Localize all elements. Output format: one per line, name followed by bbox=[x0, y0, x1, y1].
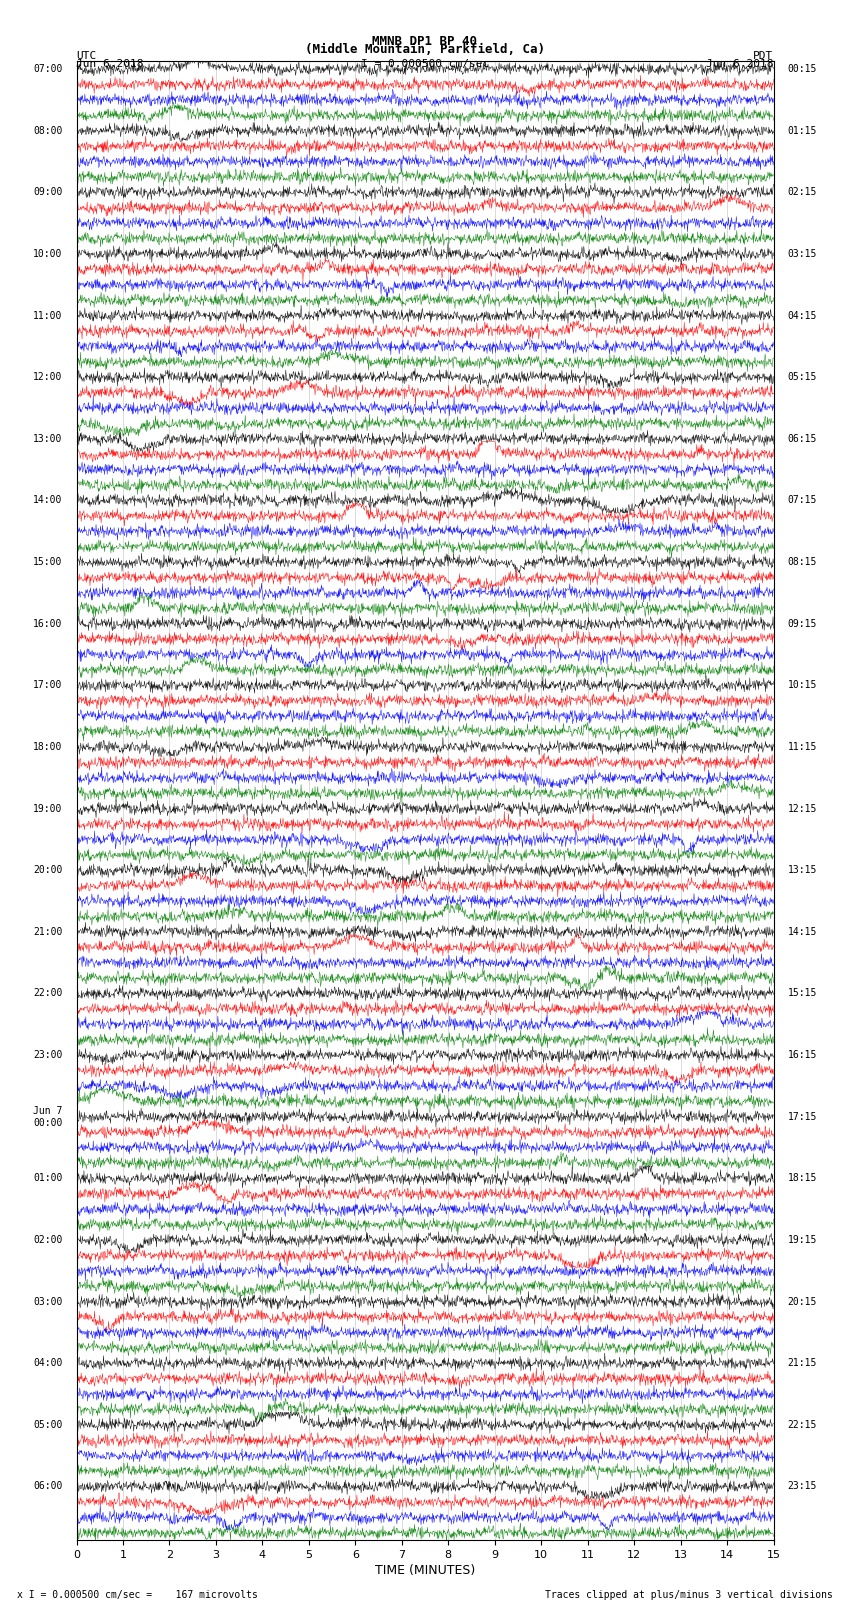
Text: 07:15: 07:15 bbox=[787, 495, 817, 505]
Text: 19:15: 19:15 bbox=[787, 1236, 817, 1245]
Text: 03:00: 03:00 bbox=[33, 1297, 63, 1307]
Text: 01:15: 01:15 bbox=[787, 126, 817, 135]
Text: 22:00: 22:00 bbox=[33, 989, 63, 998]
Text: Traces clipped at plus/minus 3 vertical divisions: Traces clipped at plus/minus 3 vertical … bbox=[545, 1590, 833, 1600]
Text: 11:15: 11:15 bbox=[787, 742, 817, 752]
Text: 15:15: 15:15 bbox=[787, 989, 817, 998]
Text: 12:00: 12:00 bbox=[33, 373, 63, 382]
Text: 10:00: 10:00 bbox=[33, 248, 63, 260]
Text: UTC: UTC bbox=[76, 50, 97, 61]
Text: 13:15: 13:15 bbox=[787, 865, 817, 876]
Text: 12:15: 12:15 bbox=[787, 803, 817, 813]
Text: 03:15: 03:15 bbox=[787, 248, 817, 260]
Text: 19:00: 19:00 bbox=[33, 803, 63, 813]
Text: 16:15: 16:15 bbox=[787, 1050, 817, 1060]
Text: 04:15: 04:15 bbox=[787, 311, 817, 321]
Text: 21:15: 21:15 bbox=[787, 1358, 817, 1368]
Text: 23:15: 23:15 bbox=[787, 1481, 817, 1492]
Text: 15:00: 15:00 bbox=[33, 556, 63, 568]
Text: 09:00: 09:00 bbox=[33, 187, 63, 197]
Text: 18:15: 18:15 bbox=[787, 1173, 817, 1184]
Text: 13:00: 13:00 bbox=[33, 434, 63, 444]
Text: 00:15: 00:15 bbox=[787, 65, 817, 74]
Text: 11:00: 11:00 bbox=[33, 311, 63, 321]
Text: 16:00: 16:00 bbox=[33, 619, 63, 629]
Text: (Middle Mountain, Parkfield, Ca): (Middle Mountain, Parkfield, Ca) bbox=[305, 44, 545, 56]
Text: 06:15: 06:15 bbox=[787, 434, 817, 444]
Text: 09:15: 09:15 bbox=[787, 619, 817, 629]
Text: Jun 6,2018: Jun 6,2018 bbox=[706, 58, 774, 69]
Text: 14:00: 14:00 bbox=[33, 495, 63, 505]
Text: 05:00: 05:00 bbox=[33, 1419, 63, 1429]
Text: 20:00: 20:00 bbox=[33, 865, 63, 876]
Text: Jun 6,2018: Jun 6,2018 bbox=[76, 58, 144, 69]
Text: 10:15: 10:15 bbox=[787, 681, 817, 690]
Text: I = 0.000500 cm/sec: I = 0.000500 cm/sec bbox=[361, 58, 489, 69]
Text: 17:15: 17:15 bbox=[787, 1111, 817, 1121]
Text: 04:00: 04:00 bbox=[33, 1358, 63, 1368]
Text: Jun 7
00:00: Jun 7 00:00 bbox=[33, 1107, 63, 1127]
Text: 14:15: 14:15 bbox=[787, 927, 817, 937]
Text: 07:00: 07:00 bbox=[33, 65, 63, 74]
Text: 05:15: 05:15 bbox=[787, 373, 817, 382]
X-axis label: TIME (MINUTES): TIME (MINUTES) bbox=[375, 1565, 475, 1578]
Text: x I = 0.000500 cm/sec =    167 microvolts: x I = 0.000500 cm/sec = 167 microvolts bbox=[17, 1590, 258, 1600]
Text: 20:15: 20:15 bbox=[787, 1297, 817, 1307]
Text: 08:00: 08:00 bbox=[33, 126, 63, 135]
Text: 01:00: 01:00 bbox=[33, 1173, 63, 1184]
Text: MMNB DP1 BP 40: MMNB DP1 BP 40 bbox=[372, 35, 478, 48]
Text: PDT: PDT bbox=[753, 50, 774, 61]
Text: 17:00: 17:00 bbox=[33, 681, 63, 690]
Text: 23:00: 23:00 bbox=[33, 1050, 63, 1060]
Text: 22:15: 22:15 bbox=[787, 1419, 817, 1429]
Text: 08:15: 08:15 bbox=[787, 556, 817, 568]
Text: 21:00: 21:00 bbox=[33, 927, 63, 937]
Text: 02:00: 02:00 bbox=[33, 1236, 63, 1245]
Text: 02:15: 02:15 bbox=[787, 187, 817, 197]
Text: 06:00: 06:00 bbox=[33, 1481, 63, 1492]
Text: 18:00: 18:00 bbox=[33, 742, 63, 752]
